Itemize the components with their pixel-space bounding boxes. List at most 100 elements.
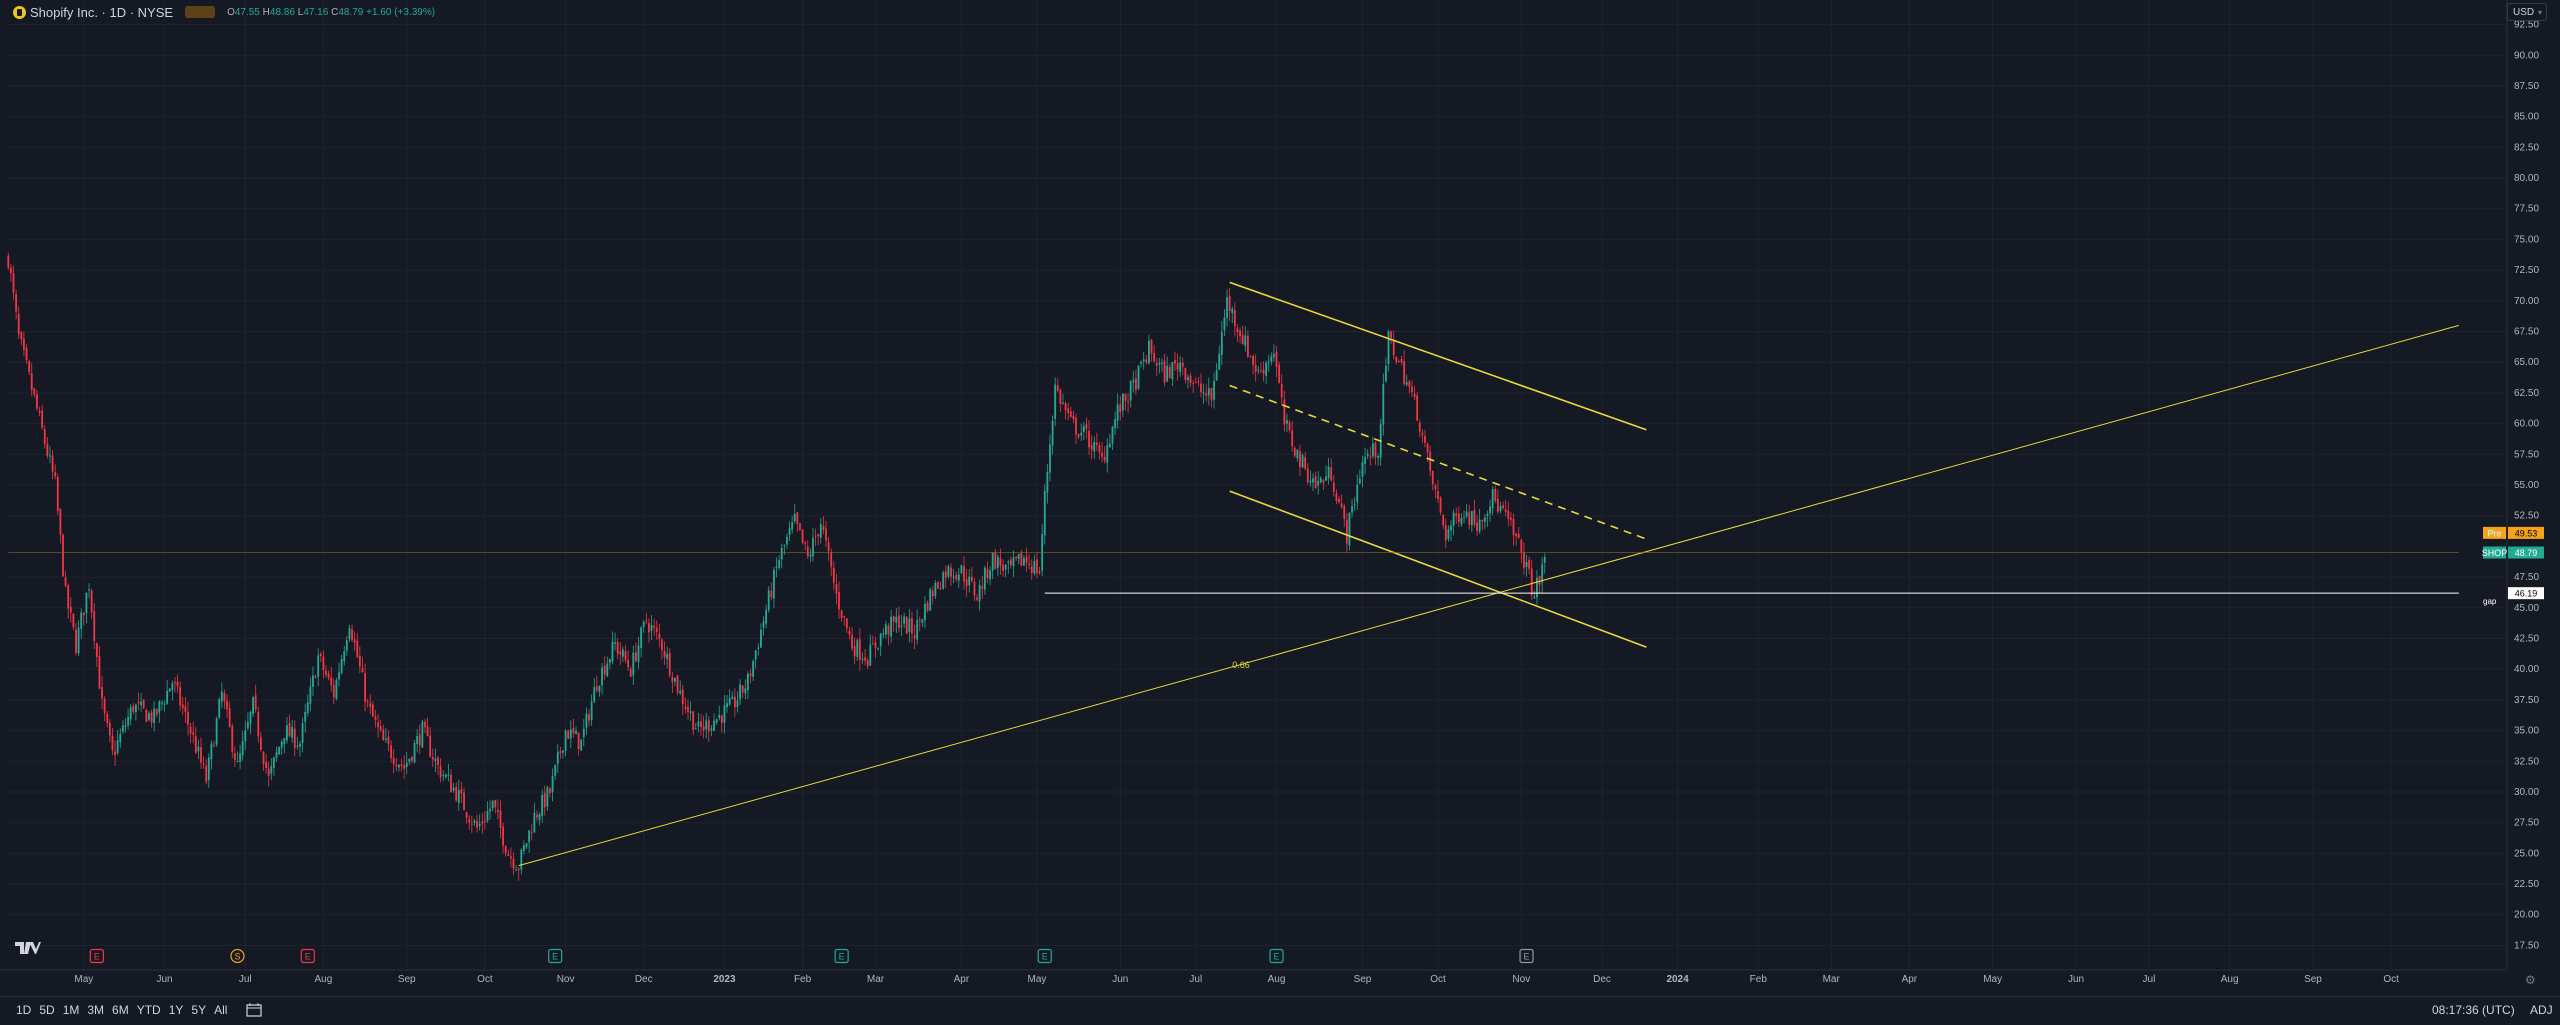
candle-body <box>228 708 231 727</box>
calendar-goto-icon[interactable] <box>246 1003 262 1017</box>
range-button-3m[interactable]: 3M <box>87 1003 105 1017</box>
candle-body <box>913 635 916 639</box>
candle-body <box>1512 518 1515 535</box>
adj-toggle[interactable]: ADJ <box>2530 1003 2553 1017</box>
currency-selector[interactable]: USD <box>2507 3 2547 22</box>
candle-body <box>478 823 481 827</box>
candle-body <box>976 597 978 600</box>
eye-icon[interactable] <box>185 6 216 18</box>
candle-body <box>1470 511 1473 526</box>
candle-body <box>1181 362 1184 367</box>
range-button-ytd[interactable]: YTD <box>136 1003 161 1017</box>
candle-body <box>642 621 645 627</box>
time-axis-label: Feb <box>1750 974 1768 985</box>
candle-body <box>158 701 161 713</box>
candle-body <box>1241 334 1244 345</box>
candle-body <box>176 681 179 687</box>
fib-level-label: 0.66 <box>1232 660 1250 670</box>
time-axis-label: Oct <box>2383 974 2399 985</box>
candle-body <box>1530 568 1533 596</box>
candle-body <box>580 739 583 751</box>
candle-body <box>153 708 156 723</box>
candle-body <box>653 625 656 628</box>
candle-body <box>1437 491 1439 499</box>
candle-body <box>1476 522 1478 531</box>
candle-body <box>684 706 687 709</box>
price-axis-label: 80.00 <box>2514 173 2539 184</box>
range-button-5d[interactable]: 5D <box>39 1003 55 1017</box>
candle-body <box>1499 506 1502 511</box>
candle-body <box>898 615 900 628</box>
tradingview-logo-icon[interactable] <box>15 942 41 954</box>
candle-body <box>765 609 768 624</box>
candle-body <box>254 695 257 710</box>
utc-clock[interactable]: 08:17:36 (UTC) <box>2432 1003 2515 1017</box>
candle-body <box>364 673 366 702</box>
candle-body <box>1288 422 1291 430</box>
time-axis-label: May <box>1983 974 2002 985</box>
price-axis-label: 35.00 <box>2514 726 2539 737</box>
candle-body <box>973 581 976 596</box>
time-axis-label: Aug <box>315 974 333 985</box>
candle-body <box>481 821 484 824</box>
candle-body <box>1257 369 1260 371</box>
price-axis-label: 85.00 <box>2514 112 2539 123</box>
last-price-badge <box>2508 546 2544 559</box>
time-axis-label: Jul <box>1189 974 1202 985</box>
candle-body <box>1213 380 1215 400</box>
candle-body <box>1348 512 1351 546</box>
candle-body <box>799 523 801 530</box>
candle-body <box>744 688 747 694</box>
range-button-1m[interactable]: 1M <box>62 1003 80 1017</box>
candle-body <box>843 616 846 618</box>
candle-body <box>676 675 679 693</box>
time-axis-label: Oct <box>1430 974 1446 985</box>
candle-body <box>1356 484 1359 503</box>
time-axis-label: Apr <box>1902 974 1918 985</box>
time-axis-label: Jun <box>1112 974 1128 985</box>
candle-body <box>116 740 119 754</box>
range-button-all[interactable]: All <box>214 1003 228 1017</box>
candle-body <box>671 676 674 683</box>
candle-body <box>723 705 726 723</box>
candle-body <box>304 712 307 722</box>
candle-body <box>369 703 372 707</box>
symbol-title[interactable]: Shopify Inc. · 1D · NYSE <box>30 4 174 20</box>
candle-body <box>895 616 898 623</box>
candle-body <box>1187 377 1189 381</box>
time-axis-label: Jun <box>156 974 172 985</box>
candle-body <box>900 625 903 627</box>
candle-body <box>1431 470 1434 485</box>
candle-body <box>1416 395 1419 421</box>
candle-body <box>1142 359 1145 362</box>
settings-gear-icon[interactable]: ⚙ <box>2525 973 2536 987</box>
candle-body <box>184 706 187 713</box>
candle-body <box>845 618 848 629</box>
candle-body <box>332 684 335 698</box>
candle-body <box>270 766 273 774</box>
range-button-1d[interactable]: 1D <box>16 1003 32 1017</box>
candle-body <box>463 792 465 811</box>
candle-body <box>593 687 596 703</box>
candle-body <box>648 623 650 633</box>
candle-body <box>770 590 773 598</box>
candle-body <box>1046 471 1049 493</box>
candle-body <box>674 677 676 682</box>
candle-body <box>780 547 783 560</box>
candle-body <box>934 582 937 597</box>
range-button-5y[interactable]: 5Y <box>191 1003 207 1017</box>
candle-body <box>1069 411 1072 417</box>
candle-body <box>825 528 827 541</box>
candle-body <box>1364 456 1366 465</box>
candle-body <box>1254 364 1257 372</box>
candle-body <box>470 823 473 825</box>
time-axis-label: Nov <box>557 974 575 985</box>
candle-body <box>213 745 215 747</box>
time-axis-label: 2023 <box>713 974 736 985</box>
range-button-6m[interactable]: 6M <box>112 1003 129 1017</box>
candle-body <box>231 726 234 752</box>
candle-body <box>707 720 710 732</box>
candle-body <box>150 712 153 723</box>
range-button-1y[interactable]: 1Y <box>168 1003 184 1017</box>
